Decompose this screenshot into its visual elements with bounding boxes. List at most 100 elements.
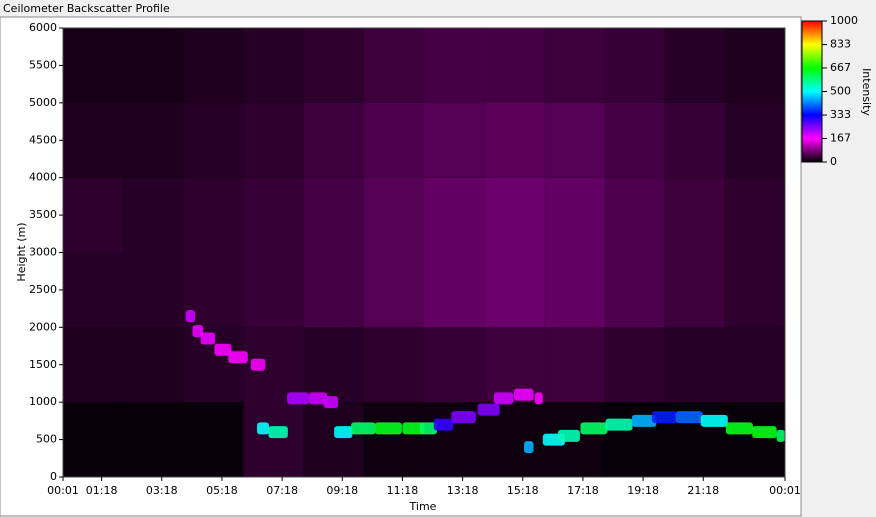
- cloud-layer: [257, 422, 270, 435]
- heat-cell: [424, 102, 485, 178]
- colorbar-tick-label: 833: [830, 38, 851, 51]
- y-tick-label: 2000: [29, 320, 57, 333]
- x-tick-label: 15:18: [507, 484, 539, 497]
- y-tick-label: 3000: [29, 246, 57, 259]
- heat-cell: [123, 327, 184, 403]
- heat-cell: [183, 177, 244, 253]
- heat-cell: [303, 28, 364, 103]
- heat-cell: [424, 252, 485, 328]
- heat-cell: [544, 28, 605, 103]
- heat-cell: [363, 252, 424, 328]
- colorbar-tick-label: 500: [830, 85, 851, 98]
- heat-cell: [484, 28, 545, 103]
- heat-cell: [123, 402, 184, 477]
- heat-cell: [363, 102, 424, 178]
- colorbar-label: Intensity: [860, 68, 873, 116]
- x-tick-label: 17:18: [567, 484, 599, 497]
- heat-cell: [63, 252, 124, 328]
- y-tick-label: 0: [50, 470, 57, 483]
- heat-cell: [63, 327, 124, 403]
- x-tick-label: 05:18: [206, 484, 238, 497]
- cloud-layer: [402, 422, 425, 435]
- y-tick-label: 2500: [29, 283, 57, 296]
- colorbar-tick-label: 333: [830, 108, 851, 121]
- heat-cell: [243, 252, 304, 328]
- x-tick-label: 19:18: [627, 484, 659, 497]
- cloud-layer: [268, 426, 288, 439]
- cloud-layer: [185, 310, 196, 323]
- cloud-layer: [214, 343, 232, 356]
- heat-cell: [724, 252, 785, 328]
- cloud-layer: [675, 411, 703, 424]
- cloud-layer: [700, 414, 728, 427]
- cloud-layer: [228, 351, 248, 364]
- x-tick-label: 01:18: [86, 484, 118, 497]
- heat-cell: [123, 252, 184, 328]
- cloud-layer: [514, 388, 534, 401]
- heat-cell: [484, 177, 545, 253]
- heat-cell: [544, 252, 605, 328]
- heat-cell: [724, 177, 785, 253]
- cloud-layer: [725, 422, 753, 435]
- heat-cell: [664, 28, 725, 103]
- colorbar: [801, 20, 823, 163]
- heat-cell: [123, 177, 184, 253]
- heat-cell: [424, 28, 485, 103]
- heat-cell: [724, 327, 785, 403]
- heatmap: [63, 28, 785, 477]
- cloud-layer: [323, 396, 339, 409]
- heat-cell: [664, 327, 725, 403]
- heat-cell: [303, 177, 364, 253]
- y-tick-label: 6000: [29, 21, 57, 34]
- heat-cell: [183, 28, 244, 103]
- heat-cell: [123, 28, 184, 103]
- heat-cell: [63, 177, 124, 253]
- cloud-layer: [477, 403, 500, 416]
- x-tick-label: 00:01: [47, 484, 79, 497]
- x-tick-label: 13:18: [447, 484, 479, 497]
- x-tick-label: 00:01: [769, 484, 801, 497]
- cloud-layer: [651, 411, 677, 424]
- heat-cell: [424, 327, 485, 403]
- heat-cell: [303, 102, 364, 178]
- y-tick-label: 4000: [29, 171, 57, 184]
- cloud-layer: [605, 418, 633, 431]
- heat-cell: [63, 28, 124, 103]
- heat-cell: [303, 252, 364, 328]
- y-tick-label: 5500: [29, 58, 57, 71]
- y-tick-label: 3500: [29, 208, 57, 221]
- cloud-layer: [351, 422, 376, 435]
- heat-cell: [424, 177, 485, 253]
- heat-cell: [604, 102, 665, 178]
- heat-cell: [604, 177, 665, 253]
- cloud-layer: [200, 332, 216, 345]
- heat-cell: [363, 28, 424, 103]
- heat-cell: [724, 28, 785, 103]
- cloud-layer: [451, 411, 476, 424]
- y-tick-label: 1000: [29, 395, 57, 408]
- cloud-layer: [631, 414, 657, 427]
- cloud-layer: [309, 392, 328, 405]
- y-tick-label: 500: [36, 433, 57, 446]
- x-tick-label: 21:18: [687, 484, 719, 497]
- heat-cell: [544, 327, 605, 403]
- cloud-layer: [493, 392, 514, 405]
- heat-cell: [724, 402, 785, 477]
- colorbar-tick-label: 167: [830, 131, 851, 144]
- heat-cell: [484, 252, 545, 328]
- cloud-layer: [419, 422, 438, 435]
- y-tick-label: 5000: [29, 96, 57, 109]
- cloud-layer: [192, 325, 204, 338]
- heat-cell: [664, 102, 725, 178]
- heat-cell: [664, 177, 725, 253]
- cloud-layer: [287, 392, 310, 405]
- colorbar-tick-label: 667: [830, 61, 851, 74]
- cloud-layer: [557, 429, 580, 442]
- colorbar-tick-label: 0: [830, 155, 837, 168]
- heat-cell: [183, 402, 244, 477]
- y-axis-label: Height (m): [15, 222, 28, 281]
- x-tick-label: 11:18: [387, 484, 419, 497]
- heat-cell: [604, 252, 665, 328]
- y-tick-label: 4500: [29, 133, 57, 146]
